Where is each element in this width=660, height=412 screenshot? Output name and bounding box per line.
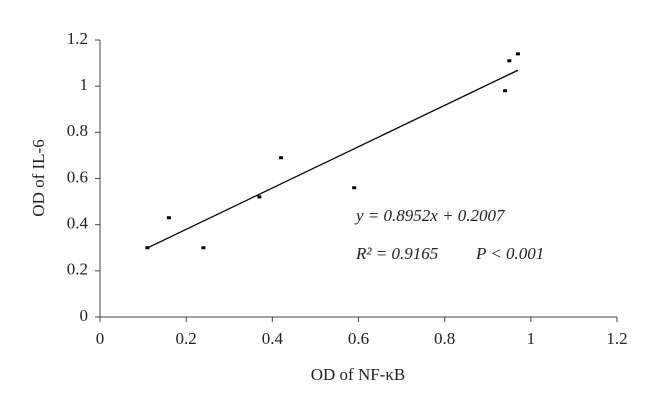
x-tick-label: 0 (96, 329, 105, 348)
point (515, 52, 520, 56)
x-tick-label: 0.2 (176, 329, 197, 348)
point (201, 246, 206, 250)
x-tick-label: 0.8 (434, 329, 455, 348)
y-tick-label: 0 (80, 306, 89, 325)
x-tick-label: 0.6 (348, 329, 369, 348)
point (145, 246, 150, 250)
point (502, 89, 507, 93)
point (352, 186, 357, 190)
y-tick-label: 0.8 (67, 121, 88, 140)
x-tick-label: 0.4 (262, 329, 284, 348)
trendline (147, 69, 519, 249)
point (278, 156, 283, 160)
x-tick-label: 1 (527, 329, 536, 348)
y-tick-label: 1 (80, 75, 89, 94)
y-tick-label: 0.2 (67, 260, 88, 279)
y-tick-label: 0.6 (67, 167, 88, 186)
x-axis-label: OD of NF-κB (311, 365, 406, 384)
point (507, 59, 512, 63)
p-value: P < 0.001 (475, 244, 544, 263)
y-tick-label: 0.4 (67, 214, 89, 233)
point (257, 195, 262, 199)
y-tick-label: 1.2 (67, 29, 88, 48)
r-squared: R² = 0.9165 (355, 244, 438, 263)
equation: y = 0.8952x + 0.2007 (354, 206, 506, 225)
y-axis-label: OD of IL-6 (29, 139, 48, 216)
point (166, 216, 171, 220)
x-tick-label: 1.2 (606, 329, 627, 348)
